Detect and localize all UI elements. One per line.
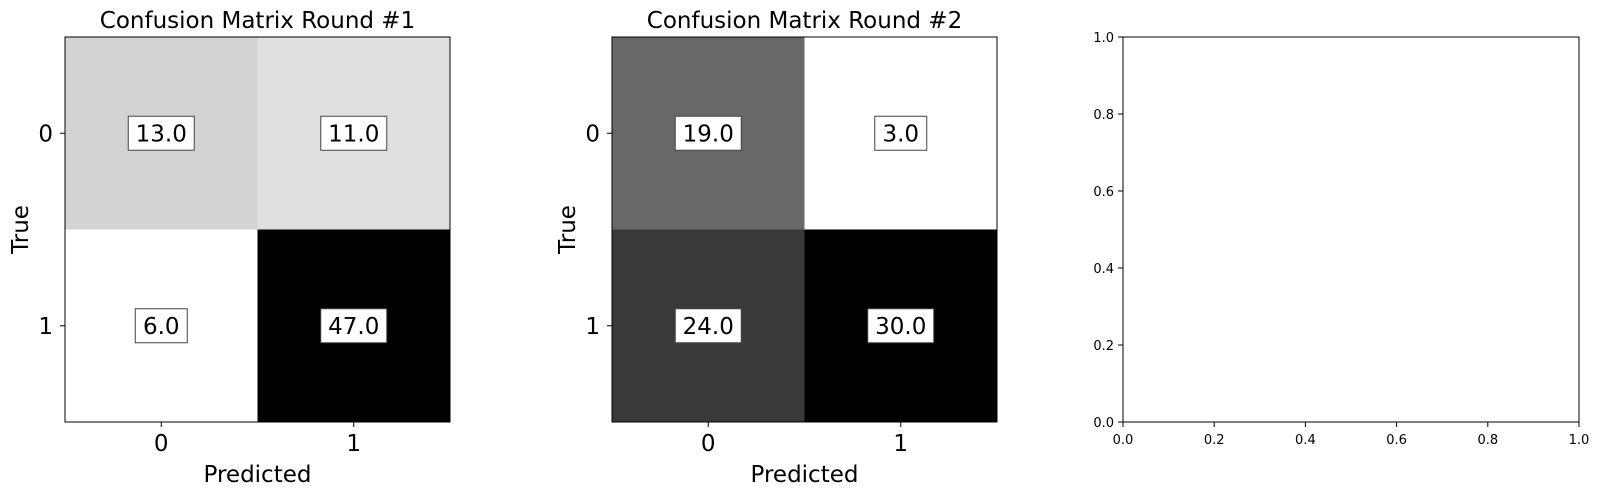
x-tick-label: 1 [893, 431, 908, 457]
y-axis-label: True [8, 205, 34, 255]
cell-label-box-r1-c0 [134, 308, 188, 344]
cell-label-box-r0-c0 [127, 115, 195, 151]
axes-frame [611, 36, 998, 423]
axes-frame [64, 36, 451, 423]
cell-label-r1-c0: 6.0 [143, 314, 180, 340]
y-tick-label: 1 [585, 314, 600, 340]
y-tick-label: 0 [585, 121, 600, 147]
cell-label-r1-c1: 30.0 [875, 314, 926, 340]
x-axis-label: Predicted [751, 462, 859, 488]
x-tick-label: 0.0 [1113, 433, 1134, 448]
cell-label-box-r0-c0 [674, 115, 742, 151]
cell-label-r1-c1: 47.0 [328, 314, 379, 340]
cell-label-box-r1-c1 [867, 308, 935, 344]
cell-label-box-r0-c1 [874, 115, 928, 151]
axes-frame [1122, 36, 1580, 423]
cell-label-r1-c0: 24.0 [683, 314, 734, 340]
x-tick-label: 0.6 [1386, 433, 1407, 448]
x-tick-label: 0.8 [1477, 433, 1498, 448]
x-tick-label: 0 [154, 431, 169, 457]
y-tick-label: 0.2 [1093, 339, 1114, 354]
y-tick-label: 0.0 [1093, 416, 1114, 431]
y-tick-label: 0 [38, 121, 53, 147]
y-tick-label: 0.8 [1093, 108, 1114, 123]
chart-title: Confusion Matrix Round #1 [100, 8, 415, 34]
cell-label-r0-c1: 11.0 [328, 121, 379, 147]
y-tick-label: 0.6 [1093, 185, 1114, 200]
x-tick-label: 1.0 [1569, 433, 1590, 448]
chart-title: Confusion Matrix Round #2 [647, 8, 962, 34]
cell-label-box-r1-c1 [320, 308, 388, 344]
cell-label-r0-c0: 13.0 [136, 121, 187, 147]
y-tick-label: 0.4 [1093, 262, 1114, 277]
cell-label-r0-c1: 3.0 [882, 121, 919, 147]
y-tick-label: 1 [38, 314, 53, 340]
cell-label-box-r1-c0 [674, 308, 742, 344]
cell-label-box-r0-c1 [320, 115, 388, 151]
y-axis-label: True [555, 205, 581, 255]
y-tick-label: 1.0 [1093, 31, 1114, 46]
x-tick-label: 1 [346, 431, 361, 457]
x-axis-label: Predicted [204, 462, 312, 488]
x-tick-label: 0.2 [1204, 433, 1225, 448]
cell-label-r0-c0: 19.0 [683, 121, 734, 147]
x-tick-label: 0 [701, 431, 716, 457]
x-tick-label: 0.4 [1295, 433, 1316, 448]
